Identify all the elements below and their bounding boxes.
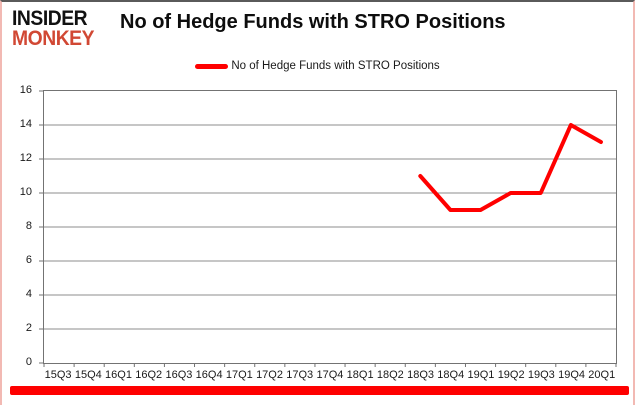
y-tick-label: 12 <box>19 152 32 164</box>
series-line <box>418 123 603 212</box>
x-tick-label: 16Q4 <box>195 369 223 381</box>
bottom-red-bar <box>10 386 629 395</box>
x-tick-label: 19Q3 <box>527 369 555 381</box>
x-tick-label: 17Q1 <box>225 369 253 381</box>
x-tick-label: 15Q4 <box>74 369 102 381</box>
x-tick-label: 18Q3 <box>407 369 434 381</box>
y-axis-labels: 16 14 12 10 8 6 4 2 0 <box>2 84 34 368</box>
legend-line-marker <box>195 63 229 69</box>
x-tick-label: 18Q2 <box>376 369 404 381</box>
legend: No of Hedge Funds with STRO Positions <box>2 60 633 72</box>
logo-line-monkey: MONKEY <box>12 27 95 50</box>
x-tick-label: 16Q2 <box>135 369 163 381</box>
x-tick-label: 19Q2 <box>497 369 525 381</box>
y-tick-label: 2 <box>25 322 32 334</box>
y-tick-label: 0 <box>25 356 32 368</box>
x-tick-label: 17Q3 <box>286 369 314 381</box>
x-tick-label: 16Q1 <box>105 369 132 381</box>
legend-label: No of Hedge Funds with STRO Positions <box>231 60 440 72</box>
logo-line-insider: INSIDER <box>12 7 88 30</box>
y-tick-label: 14 <box>19 118 32 130</box>
x-tick-label: 17Q2 <box>256 369 283 381</box>
x-tick-label: 19Q4 <box>558 369 586 381</box>
x-axis-labels: 15Q3 15Q4 16Q1 16Q2 16Q3 16Q4 17Q1 17Q2 17Q3 17Q4… <box>43 369 617 381</box>
x-tick-label: 17Q4 <box>316 369 344 381</box>
plot-area <box>39 90 617 367</box>
x-tick-label: 15Q3 <box>44 369 72 381</box>
chart-title: No of Hedge Funds with STRO Positions <box>120 11 506 33</box>
y-tick-label: 16 <box>19 84 32 96</box>
y-tick-label: 6 <box>25 254 32 266</box>
x-tick-label: 18Q1 <box>346 369 374 381</box>
insider-monkey-logo: INSIDER MONKEY <box>12 7 95 50</box>
y-tick-label: 8 <box>25 220 32 232</box>
x-tick-label: 18Q4 <box>437 369 465 381</box>
y-tick-label: 4 <box>25 288 32 300</box>
line-chart-svg <box>39 90 617 367</box>
x-tick-label: 16Q3 <box>165 369 193 381</box>
x-tick-label: 20Q1 <box>588 369 616 381</box>
x-tick-label: 19Q1 <box>467 369 495 381</box>
y-tick-label: 10 <box>19 186 32 198</box>
